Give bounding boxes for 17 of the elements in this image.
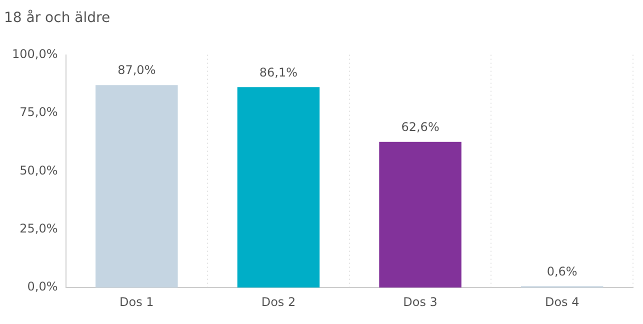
y-tick-label: 25,0% <box>20 222 58 236</box>
y-tick-label: 100,0% <box>12 46 58 61</box>
bar <box>379 142 462 288</box>
y-tick-label: 0,0% <box>27 280 58 294</box>
data-label: 0,6% <box>546 264 578 278</box>
data-label: 86,1% <box>259 65 298 80</box>
data-label: 87,0% <box>118 63 156 78</box>
bar <box>237 87 320 288</box>
x-tick-label: Dos 2 <box>261 294 296 309</box>
chart-title: 18 år och äldre <box>4 9 110 26</box>
y-tick-label: 50,0% <box>20 163 58 178</box>
x-tick-label: Dos 4 <box>544 294 580 309</box>
data-label: 62,6% <box>401 120 440 134</box>
y-tick-label: 75,0% <box>20 105 58 120</box>
x-tick-label: Dos 1 <box>120 294 154 309</box>
bar <box>96 85 178 288</box>
x-tick-label: Dos 3 <box>403 294 438 309</box>
